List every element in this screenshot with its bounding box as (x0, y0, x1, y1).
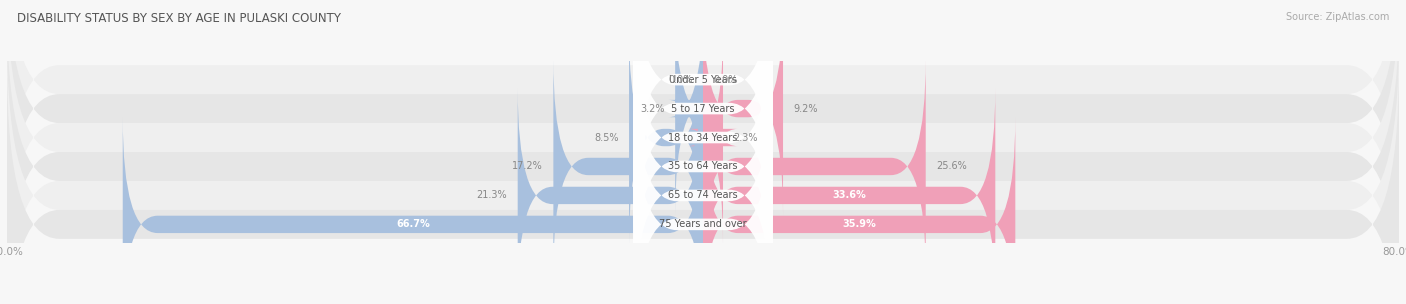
FancyBboxPatch shape (633, 27, 773, 304)
FancyBboxPatch shape (633, 0, 773, 277)
FancyBboxPatch shape (7, 0, 1399, 268)
Text: 66.7%: 66.7% (396, 219, 430, 230)
Text: 5 to 17 Years: 5 to 17 Years (671, 104, 735, 114)
Text: 65 to 74 Years: 65 to 74 Years (668, 190, 738, 200)
FancyBboxPatch shape (7, 65, 1399, 304)
Text: 8.5%: 8.5% (595, 133, 619, 143)
Text: 0.0%: 0.0% (713, 74, 738, 85)
FancyBboxPatch shape (7, 36, 1399, 304)
Text: Source: ZipAtlas.com: Source: ZipAtlas.com (1285, 12, 1389, 22)
FancyBboxPatch shape (554, 59, 703, 274)
Text: 2.3%: 2.3% (734, 133, 758, 143)
FancyBboxPatch shape (122, 117, 703, 304)
Text: 9.2%: 9.2% (793, 104, 818, 114)
FancyBboxPatch shape (633, 0, 773, 247)
Text: 21.3%: 21.3% (477, 190, 508, 200)
FancyBboxPatch shape (688, 30, 738, 245)
Text: DISABILITY STATUS BY SEX BY AGE IN PULASKI COUNTY: DISABILITY STATUS BY SEX BY AGE IN PULAS… (17, 12, 340, 25)
FancyBboxPatch shape (703, 2, 783, 216)
FancyBboxPatch shape (517, 88, 703, 302)
Text: 18 to 34 Years: 18 to 34 Years (668, 133, 738, 143)
Text: 35.9%: 35.9% (842, 219, 876, 230)
FancyBboxPatch shape (633, 0, 773, 219)
FancyBboxPatch shape (628, 30, 703, 245)
Text: 17.2%: 17.2% (512, 161, 543, 171)
FancyBboxPatch shape (703, 117, 1015, 304)
Text: 0.0%: 0.0% (668, 74, 693, 85)
FancyBboxPatch shape (633, 57, 773, 304)
Text: 25.6%: 25.6% (936, 161, 967, 171)
FancyBboxPatch shape (7, 0, 1399, 239)
FancyBboxPatch shape (7, 0, 1399, 297)
FancyBboxPatch shape (7, 7, 1399, 304)
FancyBboxPatch shape (703, 59, 925, 274)
FancyBboxPatch shape (633, 85, 773, 304)
Text: Under 5 Years: Under 5 Years (669, 74, 737, 85)
FancyBboxPatch shape (703, 88, 995, 302)
FancyBboxPatch shape (668, 2, 710, 216)
Text: 33.6%: 33.6% (832, 190, 866, 200)
Text: 3.2%: 3.2% (640, 104, 665, 114)
Text: 75 Years and over: 75 Years and over (659, 219, 747, 230)
Text: 35 to 64 Years: 35 to 64 Years (668, 161, 738, 171)
